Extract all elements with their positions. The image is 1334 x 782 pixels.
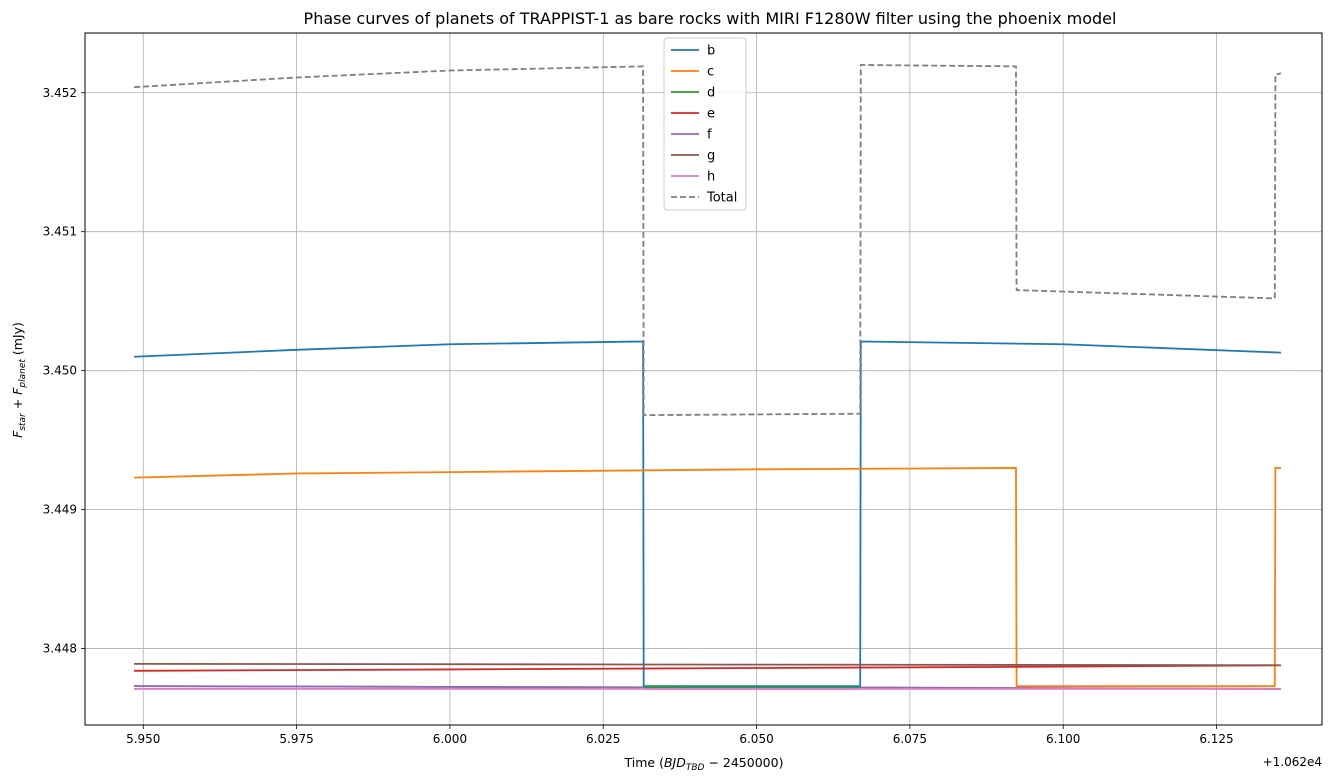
x-axis-label: Time (BJDTBD − 2450000) (624, 755, 784, 773)
legend-label-d: d (707, 86, 715, 101)
x-tick-label: 6.100 (1046, 732, 1080, 746)
series-line-e (134, 664, 1281, 672)
x-tick-label: 6.000 (433, 732, 467, 746)
legend-label-e: e (707, 107, 715, 122)
series-line-c (134, 467, 1281, 687)
x-tick-label: 6.025 (586, 732, 620, 746)
x-tick-label: 5.950 (126, 732, 160, 746)
x-offset-label: +1.062e4 (1263, 755, 1322, 769)
y-tick-label: 3.449 (43, 503, 77, 517)
series-line-total (134, 64, 1282, 417)
legend-label-c: c (707, 65, 714, 80)
legend-label-h: h (707, 170, 715, 185)
axis-ticks: 5.950 5.975 6.000 6.025 6.050 6.075 6.100 6.125… (43, 86, 1234, 746)
legend-label-total: Total (706, 191, 737, 206)
x-tick-label: 6.075 (893, 732, 927, 746)
y-tick-label: 3.452 (43, 86, 77, 100)
legend-label-f: f (707, 128, 712, 143)
x-tick-label: 5.975 (279, 732, 313, 746)
series-line-g (134, 662, 1281, 667)
legend-label-g: g (707, 149, 715, 164)
x-tick-label: 6.050 (739, 732, 773, 746)
y-axis-label: Fstar + Fplanet (mJy) (10, 322, 28, 438)
legend-label-b: b (707, 44, 715, 59)
y-tick-label: 3.448 (43, 642, 77, 656)
y-tick-label: 3.450 (43, 364, 77, 378)
plot-frame (84, 32, 1323, 726)
legend-box (663, 37, 747, 211)
x-tick-label: 6.125 (1199, 732, 1233, 746)
series-line-b (134, 340, 1281, 687)
series-lines (134, 64, 1282, 690)
y-tick-label: 3.451 (43, 225, 77, 239)
chart-title: Phase curves of planets of TRAPPIST-1 as… (304, 9, 1117, 28)
